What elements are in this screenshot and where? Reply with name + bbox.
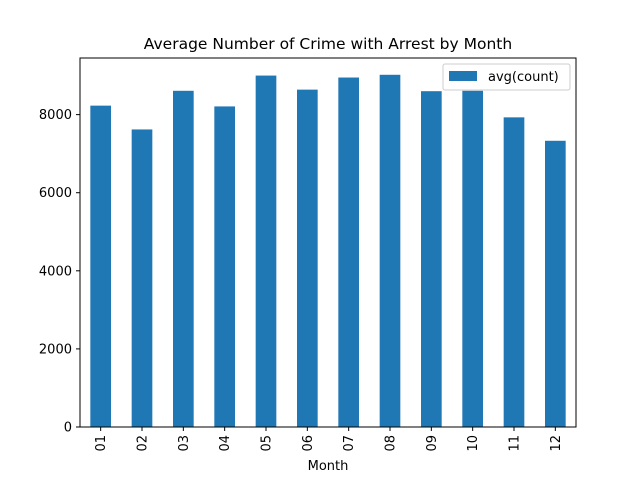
bar-02: [131, 129, 153, 427]
y-tick-label: 8000: [39, 108, 72, 123]
x-tick-label: 02: [136, 435, 151, 452]
x-tick-label: 10: [466, 435, 481, 452]
chart-title: Average Number of Crime with Arrest by M…: [144, 35, 512, 53]
axes-frame: [79, 57, 577, 428]
y-tick-label: 0: [64, 421, 72, 436]
x-tick-label: 03: [177, 435, 192, 452]
legend: avg(count): [442, 63, 571, 91]
y-axis: 0 2000 4000 6000 8000: [39, 108, 80, 436]
bar-06: [297, 89, 318, 427]
legend-box: [442, 63, 571, 91]
x-axis: 01 02 03 04 05 06 07 08 09 10 11 12: [94, 427, 564, 452]
bar-10: [462, 90, 483, 428]
x-tick-label: 08: [384, 435, 399, 452]
y-tick-label: 4000: [39, 264, 72, 279]
bar-03: [173, 90, 194, 428]
y-tick-label: 2000: [39, 342, 72, 357]
legend-swatch: [449, 71, 477, 81]
bar-11: [503, 117, 525, 427]
bar-08: [379, 74, 401, 428]
legend-label: avg(count): [488, 70, 559, 85]
bar-07: [338, 77, 359, 428]
y-tick-label: 6000: [39, 186, 72, 201]
x-tick-label: 06: [301, 435, 316, 452]
x-tick-label: 12: [549, 435, 564, 452]
bars-group: [90, 74, 566, 428]
bar-09: [421, 91, 442, 427]
x-tick-label: 11: [508, 435, 523, 452]
x-axis-label: Month: [308, 459, 349, 474]
x-tick-label: 01: [94, 435, 109, 452]
bar-12: [545, 140, 566, 427]
x-tick-label: 05: [260, 435, 275, 452]
x-tick-label: 04: [218, 435, 233, 452]
bar-01: [90, 105, 111, 427]
x-tick-label: 07: [342, 435, 357, 452]
x-tick-label: 09: [425, 435, 440, 452]
bar-05: [255, 75, 277, 428]
bar-04: [214, 106, 235, 428]
